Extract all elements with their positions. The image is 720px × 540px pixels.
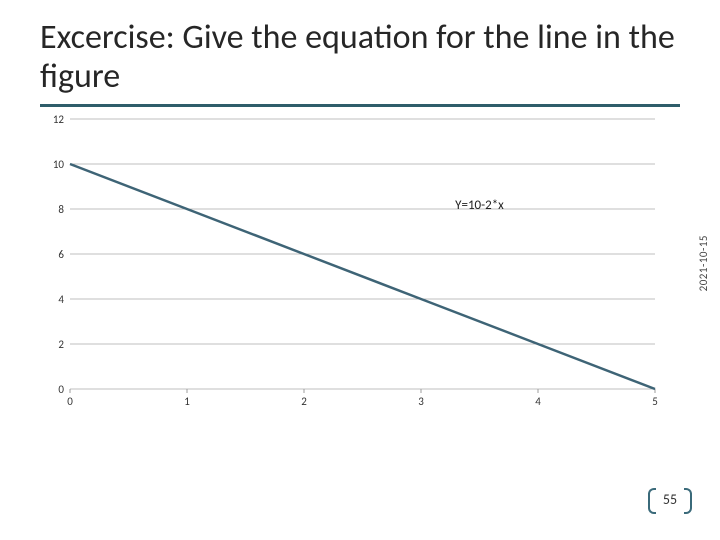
x-tick-label: 1: [184, 395, 190, 408]
y-tick-label: 12: [53, 113, 65, 126]
y-axis-ticks: 0 2 4 6 8 10 12: [53, 113, 65, 396]
date-sidebar: 2021-10-15: [697, 235, 710, 291]
y-tick-label: 0: [58, 383, 64, 396]
chart-grid: [70, 119, 655, 393]
series-label: Y=10-2*x: [455, 198, 504, 213]
slide: Excercise: Give the equation for the lin…: [0, 0, 720, 540]
x-tick-label: 4: [535, 395, 541, 408]
y-tick-label: 10: [53, 158, 65, 171]
x-tick-label: 0: [67, 395, 73, 408]
slide-title: Excercise: Give the equation for the lin…: [40, 18, 680, 107]
series-line: [70, 164, 655, 389]
x-tick-label: 3: [418, 395, 424, 408]
chart-container: 024681012 012345 Y=10-2*x: [40, 109, 680, 419]
y-tick-label: 8: [58, 203, 64, 216]
x-tick-label: 2: [301, 395, 307, 408]
page-number: 55: [652, 486, 688, 512]
y-tick-label: 6: [58, 248, 64, 261]
y-tick-label: 2: [58, 338, 64, 351]
y-tick-label: 4: [58, 293, 64, 306]
page-number-text: 55: [663, 491, 677, 508]
line-chart: 024681012 012345 Y=10-2*x: [40, 109, 680, 419]
x-tick-label: 5: [652, 395, 658, 408]
x-axis-ticks: 0 1 2 3 4 5: [67, 395, 658, 408]
